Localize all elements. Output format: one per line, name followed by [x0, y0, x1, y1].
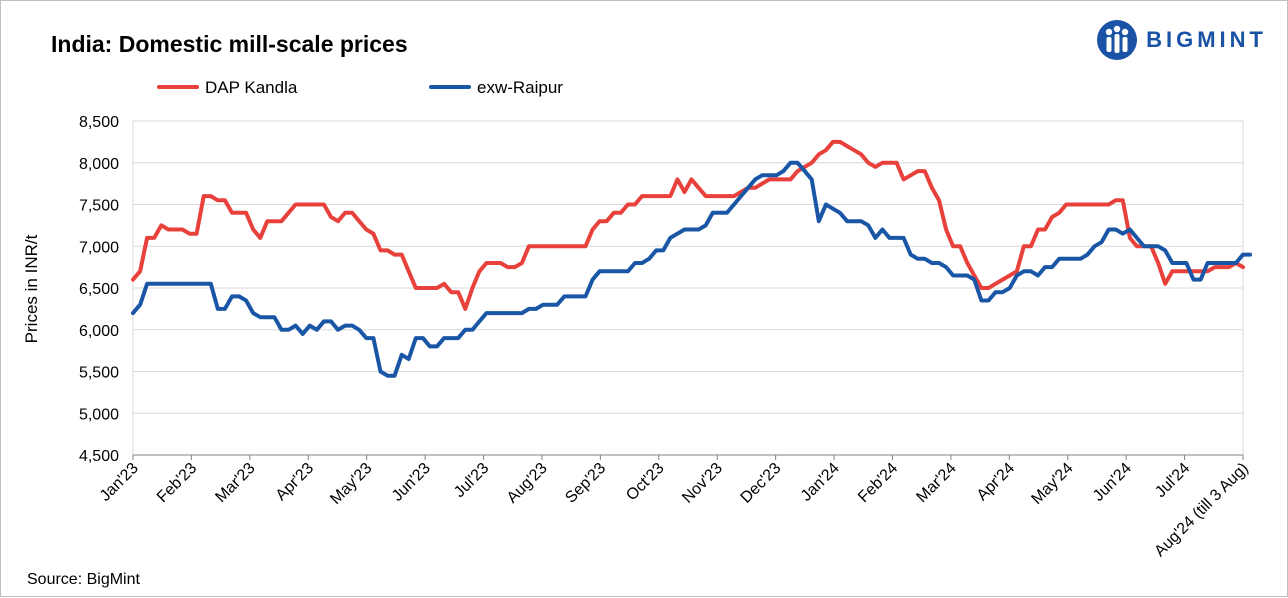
x-tick-label: Dec'23 — [738, 460, 785, 507]
x-tick-label: Oct'23 — [623, 460, 667, 504]
bigmint-people-logo-icon — [1097, 20, 1138, 60]
x-tick-label: Mar'24 — [913, 460, 959, 506]
x-tick-label: May'23 — [327, 460, 375, 508]
y-tick-label: 7,500 — [79, 198, 119, 215]
y-tick-label: 6,500 — [79, 281, 119, 298]
legend-label: DAP Kandla — [205, 78, 298, 97]
legend: DAP Kandla exw-Raipur — [157, 78, 563, 97]
source-note: Source: BigMint — [27, 571, 140, 588]
x-tick-label: May'24 — [1028, 460, 1076, 508]
x-tick-label: Jan'23 — [97, 460, 142, 505]
x-tick-label: Feb'23 — [154, 460, 200, 506]
x-tick-label: Jan'24 — [798, 460, 843, 505]
y-axis-title: Prices in INR/t — [22, 234, 41, 343]
y-tick-label: 7,000 — [79, 239, 119, 256]
y-tick-label: 5,000 — [79, 406, 119, 423]
brand-name: BIGMINT — [1146, 27, 1267, 52]
x-tick-label: Aug'23 — [504, 460, 551, 507]
chart-title: India: Domestic mill-scale prices — [51, 31, 408, 57]
y-tick-label: 5,500 — [79, 365, 119, 382]
y-tick-label: 4,500 — [79, 448, 119, 465]
x-tick-label: Jul'23 — [451, 460, 492, 501]
y-tick-label: 8,500 — [79, 114, 119, 131]
x-tick-label: Jun'24 — [1090, 460, 1135, 505]
series-line-dap-kandla — [131, 139, 1245, 311]
x-tick-label: Jul'24 — [1152, 460, 1193, 501]
gridlines — [132, 120, 1244, 456]
x-tick-label: Apr'24 — [974, 460, 1018, 504]
x-tick-label: Jun'23 — [389, 460, 434, 505]
x-tick-label: Nov'23 — [679, 460, 726, 507]
y-tick-label: 6,000 — [79, 323, 119, 340]
x-tick-label: Apr'23 — [273, 460, 317, 504]
series-line-exw-raipur — [131, 160, 1253, 378]
y-tick-label: 8,000 — [79, 156, 119, 173]
legend-label: exw-Raipur — [477, 78, 563, 97]
x-tick-label: Mar'23 — [212, 460, 258, 506]
x-tick-label: Sep'23 — [562, 460, 609, 507]
x-tick-label: Feb'24 — [855, 460, 901, 506]
series-lines — [131, 139, 1253, 378]
axes: 4,500 5,000 5,500 6,000 6,500 7,000 7,500 8,000… — [79, 114, 1252, 560]
brand-logo: BIGMINT — [1096, 19, 1267, 61]
